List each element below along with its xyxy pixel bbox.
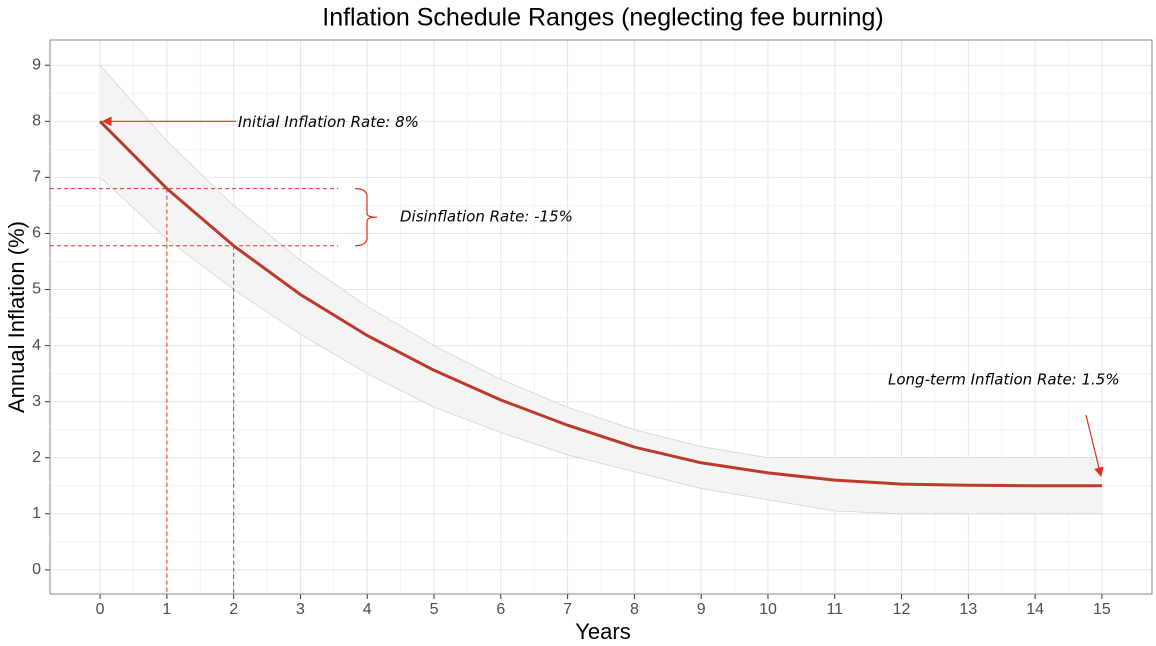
annotation: Initial Inflation Rate: 8% [238,113,419,131]
x-tick-label: 6 [496,601,505,618]
x-tick-label: 8 [630,601,639,618]
annotation: Long-term Inflation Rate: 1.5% [888,371,1120,389]
chart-title: Inflation Schedule Ranges (neglecting fe… [322,4,884,32]
annotation: Disinflation Rate: -15% [400,208,573,226]
line [99,120,1102,488]
y-tick-label: 9 [32,56,41,73]
y-tick-label: 7 [32,169,41,186]
y-tick-label: 4 [32,337,41,354]
y-tick-label: 1 [32,505,41,522]
y-tick-label: 3 [32,393,41,410]
x-tick-label: 4 [363,601,372,618]
annotation-brace [354,187,378,247]
x-tick-label: 13 [959,601,977,618]
x-tick-label: 12 [893,601,911,618]
y-tick-label: 8 [32,113,41,130]
x-tick-label: 5 [430,601,439,618]
x-tick-label: 1 [162,601,171,618]
x-tick-label: 7 [563,601,572,618]
y-tick-label: 6 [32,225,41,242]
x-tick-label: 2 [229,601,238,618]
range-band [100,65,1102,514]
y-tick-label: 5 [32,281,41,298]
y-axis-title: Annual Inflation (%) [4,221,29,413]
x-axis-title: Years [575,619,630,644]
y-tick-label: 0 [32,561,41,578]
annotation-arrow [1085,414,1104,477]
x-tick-label: 3 [296,601,305,618]
band-edge [99,65,1102,459]
x-tick-label: 15 [1093,601,1111,618]
x-tick-label: 14 [1026,601,1044,618]
x-tick-label: 0 [96,601,105,618]
x-tick-label: 11 [826,601,843,618]
y-tick-label: 2 [32,449,41,466]
panel-border [49,39,1153,595]
x-tick-label: 9 [697,601,706,618]
band-edge [99,177,1102,515]
x-tick-label: 10 [759,601,777,618]
